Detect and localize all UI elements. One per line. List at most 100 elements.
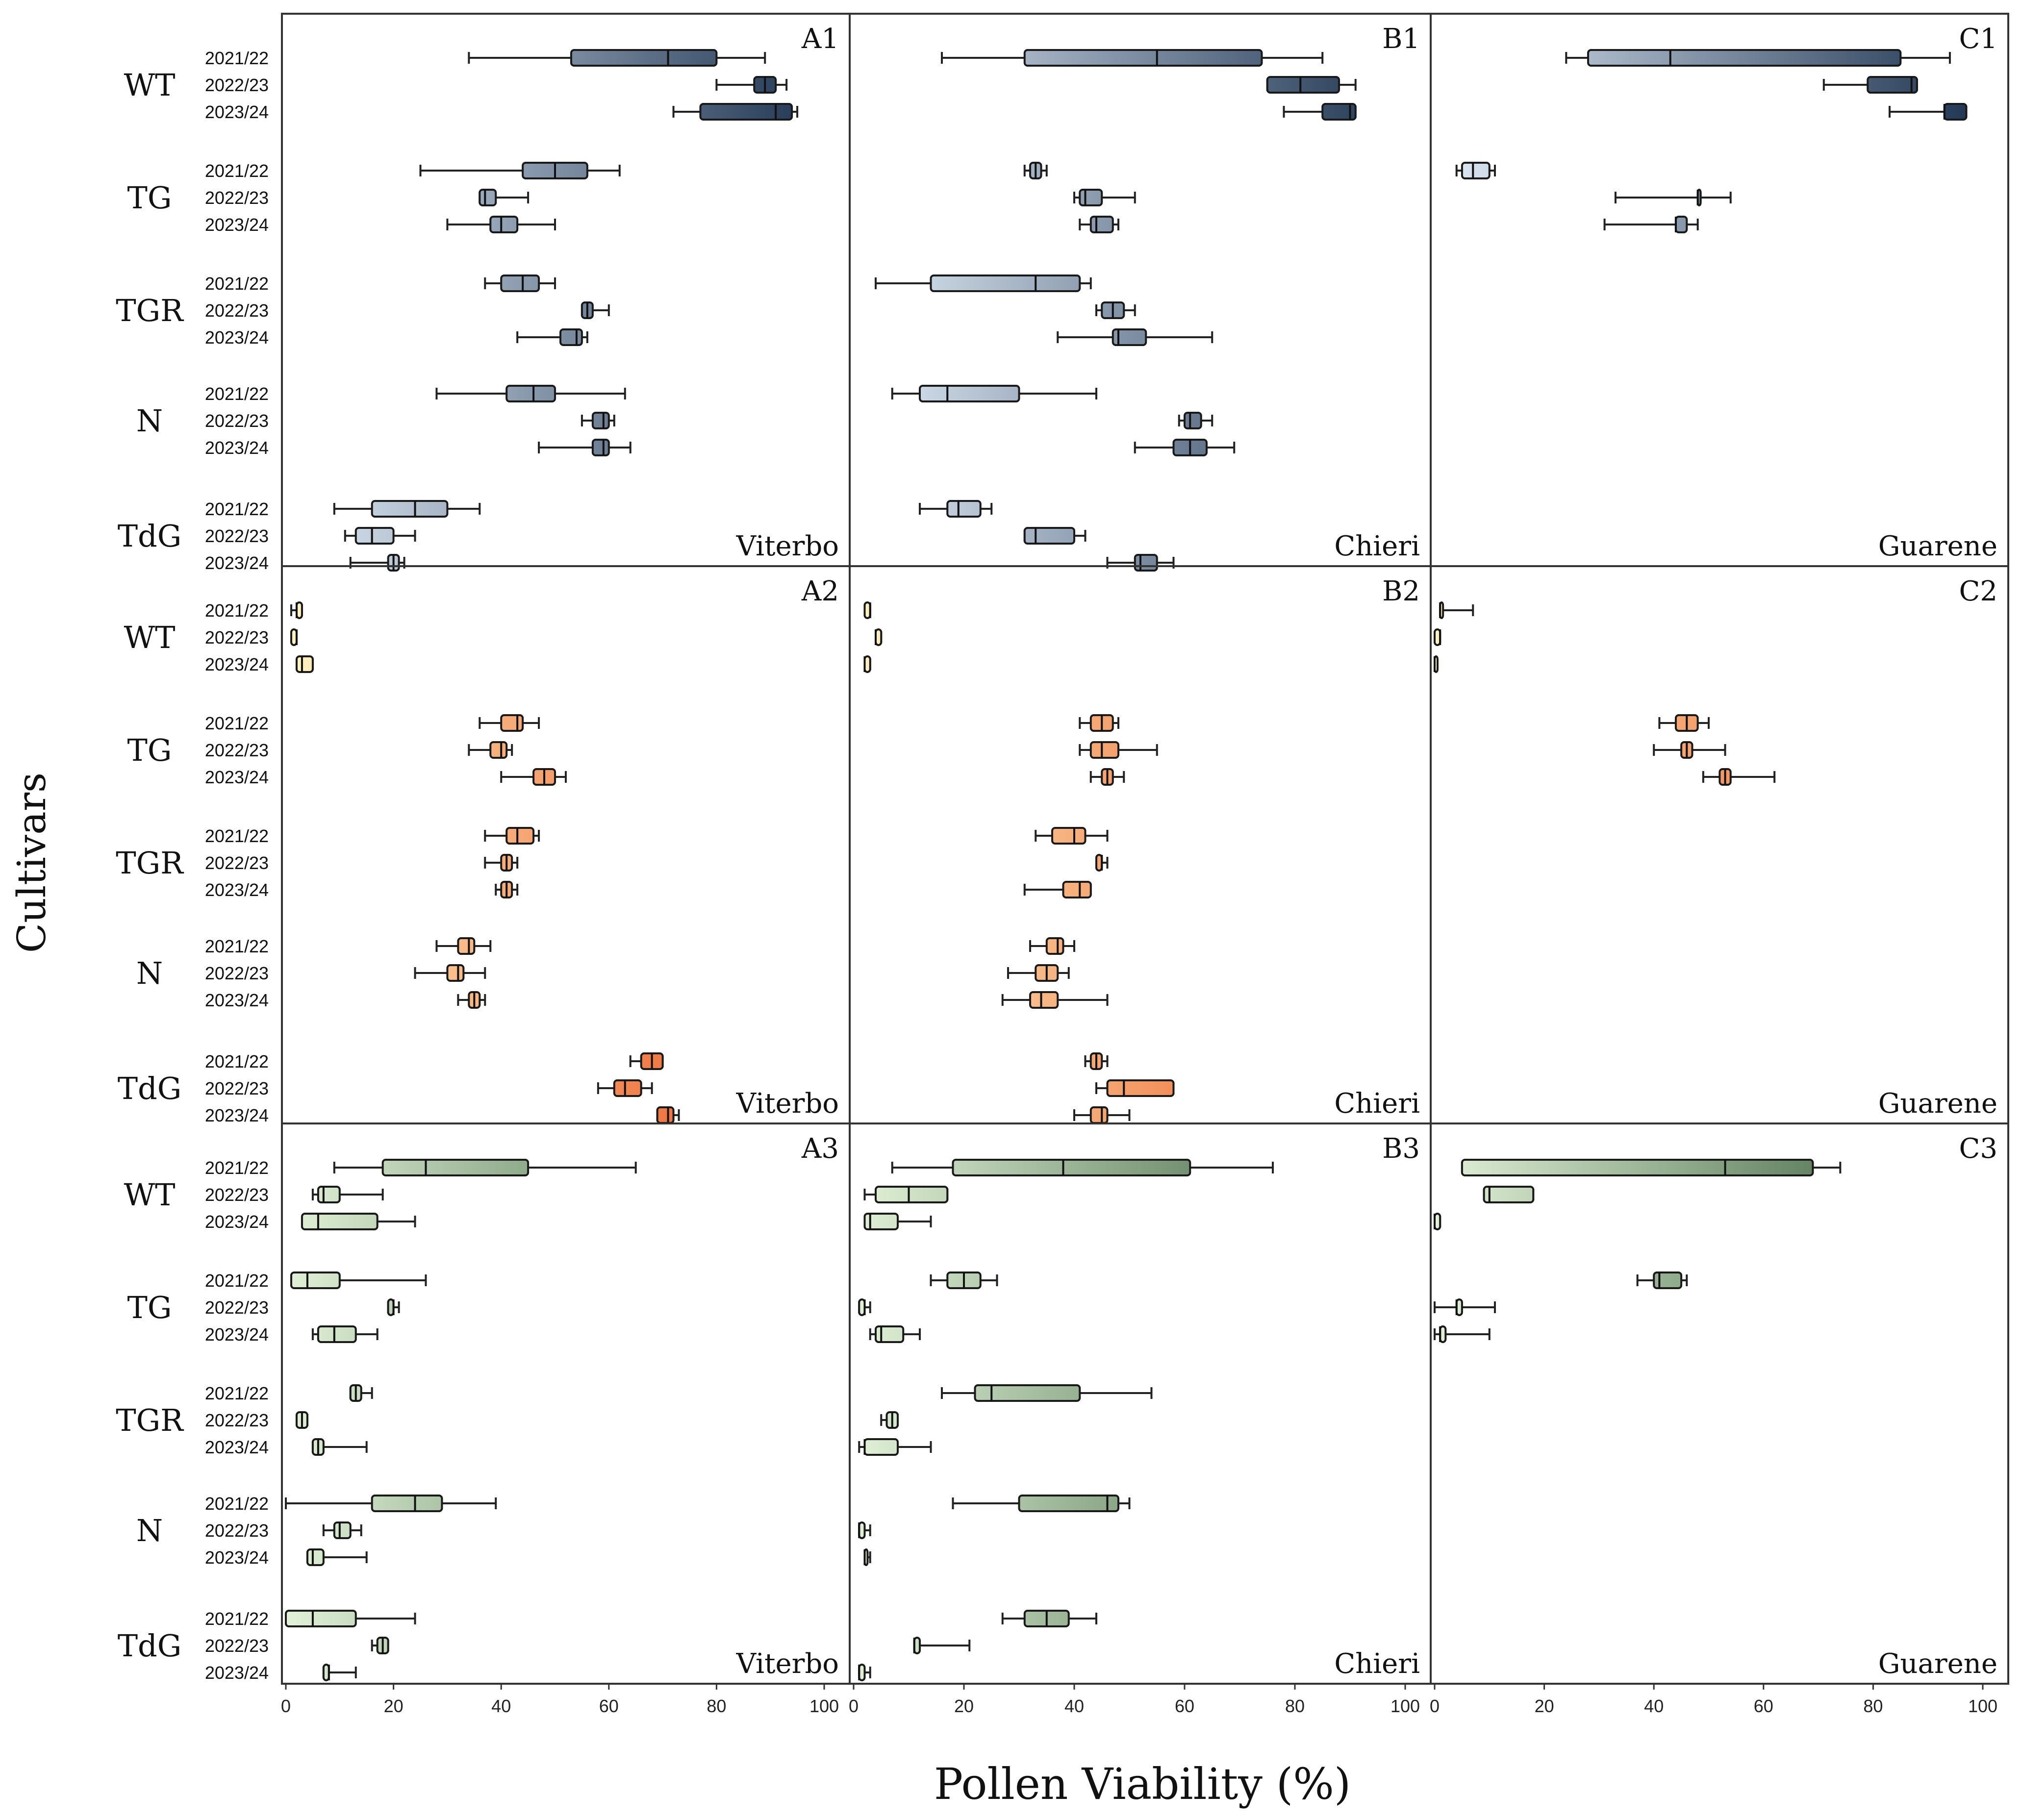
iqr-box: [863, 1213, 899, 1230]
iqr-box: [699, 103, 793, 121]
panel-id-B1: B1: [1382, 23, 1420, 55]
year-label: 2021/22: [205, 384, 269, 404]
x-tick-label: 0: [281, 1696, 291, 1716]
box-A3-N-2023/24: [306, 1548, 368, 1566]
iqr-box: [479, 189, 497, 206]
year-label: 2023/24: [205, 327, 269, 348]
year-label: 2021/22: [205, 826, 269, 846]
panel-id-C1: C1: [1959, 23, 1997, 55]
box-A3-TdG-2023/24: [322, 1664, 357, 1681]
x-tick-label: 0: [1430, 1696, 1440, 1716]
box-A2-N-2022/23: [414, 964, 486, 982]
iqr-box: [371, 1495, 443, 1512]
x-tick-label: 0: [849, 1696, 859, 1716]
x-axis-title: Pollen Viability (%): [934, 1759, 1351, 1809]
cultivar-label: TGR: [116, 1402, 184, 1438]
box-C1-TG-2022/23: [1614, 189, 1732, 206]
box-B2-TdG-2021/22: [1084, 1052, 1109, 1070]
iqr-box: [1023, 49, 1263, 67]
box-A3-WT-2023/24: [301, 1213, 416, 1230]
year-label: 2023/24: [205, 1105, 269, 1125]
iqr-box: [863, 1438, 899, 1456]
x-tick-label: 60: [1175, 1696, 1194, 1716]
box-A1-TGR-2022/23: [581, 301, 610, 319]
x-tick-label: 60: [1754, 1696, 1773, 1716]
box-A1-WT-2023/24: [672, 103, 799, 121]
box-A1-TG-2023/24: [446, 216, 556, 233]
year-label: 2021/22: [205, 1609, 269, 1629]
iqr-box: [1134, 554, 1158, 572]
box-A1-TdG-2023/24: [349, 554, 405, 572]
panel-site-A2: Viterbo: [736, 1088, 839, 1120]
cultivar-label: TG: [127, 732, 172, 768]
iqr-box: [1867, 76, 1918, 94]
iqr-box: [1045, 937, 1064, 955]
year-label: 2022/23: [205, 411, 269, 431]
x-tick-label: 80: [1285, 1696, 1305, 1716]
box-B1-TdG-2022/23: [1023, 527, 1087, 545]
box-A2-TGR-2023/24: [495, 881, 519, 898]
iqr-box: [317, 1186, 341, 1203]
box-A3-WT-2021/22: [333, 1159, 637, 1176]
panel-site-B3: Chieri: [1334, 1648, 1420, 1680]
iqr-box: [1079, 189, 1103, 206]
box-A2-N-2021/22: [435, 937, 492, 955]
cultivar-label: TdG: [118, 1071, 182, 1106]
panel-frame-B3: [849, 1122, 1432, 1685]
iqr-box: [295, 655, 314, 673]
year-label: 2021/22: [205, 499, 269, 519]
cultivar-label: N: [136, 403, 163, 439]
year-label: 2022/23: [205, 526, 269, 546]
box-A2-TdG-2021/22: [629, 1052, 664, 1070]
year-label: 2023/24: [205, 654, 269, 674]
panel-frame-C2: [1430, 565, 2009, 1124]
box-A1-N-2021/22: [435, 385, 626, 402]
box-B2-TGR-2021/22: [1035, 827, 1109, 845]
iqr-box: [1461, 1159, 1814, 1176]
box-B1-N-2023/24: [1134, 439, 1236, 456]
box-A2-TG-2022/23: [468, 741, 513, 759]
panel-id-A2: A2: [801, 575, 839, 607]
x-tick-label: 40: [1064, 1696, 1084, 1716]
panel-site-B1: Chieri: [1334, 530, 1420, 562]
iqr-box: [919, 385, 1020, 402]
box-B1-TdG-2021/22: [919, 500, 993, 518]
box-C1-TG-2023/24: [1603, 216, 1699, 233]
panel-frame-A2: [281, 565, 851, 1124]
year-label: 2023/24: [205, 438, 269, 458]
year-label: 2023/24: [205, 1547, 269, 1568]
x-tick-label: 80: [1863, 1696, 1883, 1716]
box-A2-TGR-2022/23: [484, 854, 519, 872]
year-label: 2022/23: [205, 1078, 269, 1098]
iqr-box: [489, 216, 519, 233]
iqr-box: [1587, 49, 1902, 67]
box-A1-WT-2022/23: [715, 76, 788, 94]
box-B3-WT-2022/23: [863, 1186, 949, 1203]
box-B1-N-2021/22: [891, 385, 1097, 402]
box-A1-TGR-2021/22: [484, 274, 556, 292]
box-C3-TG-2023/24: [1434, 1325, 1491, 1343]
year-label: 2023/24: [205, 1212, 269, 1232]
year-label: 2022/23: [205, 627, 269, 648]
box-B1-WT-2021/22: [941, 49, 1324, 67]
year-label: 2021/22: [205, 161, 269, 181]
year-label: 2023/24: [205, 102, 269, 122]
year-label: 2022/23: [205, 1521, 269, 1541]
box-C2-WT-2021/22: [1439, 601, 1474, 619]
x-tick-label: 40: [491, 1696, 511, 1716]
iqr-box: [946, 500, 982, 518]
box-B1-N-2022/23: [1178, 412, 1213, 429]
year-label: 2021/22: [205, 936, 269, 956]
iqr-box: [570, 49, 718, 67]
y-axis-labels: WT 2021/22 2022/23 2023/24 TG 2021/22 2022/23 2…: [116, 48, 269, 1683]
box-A1-N-2023/24: [538, 439, 632, 456]
year-label: 2022/23: [205, 1636, 269, 1656]
panel-labels: A1 Viterbo B1 Chieri C1 Guarene A2 Viterbo B2 Chi…: [736, 23, 1997, 1680]
box-A1-TG-2022/23: [479, 189, 530, 206]
box-C2-WT-2022/23: [1434, 628, 1441, 646]
panel-id-B2: B2: [1382, 575, 1420, 607]
box-A3-TG-2023/24: [311, 1325, 379, 1343]
box-B1-TG-2023/24: [1079, 216, 1119, 233]
iqr-box: [371, 500, 449, 518]
box-B1-TG-2021/22: [1023, 162, 1048, 179]
